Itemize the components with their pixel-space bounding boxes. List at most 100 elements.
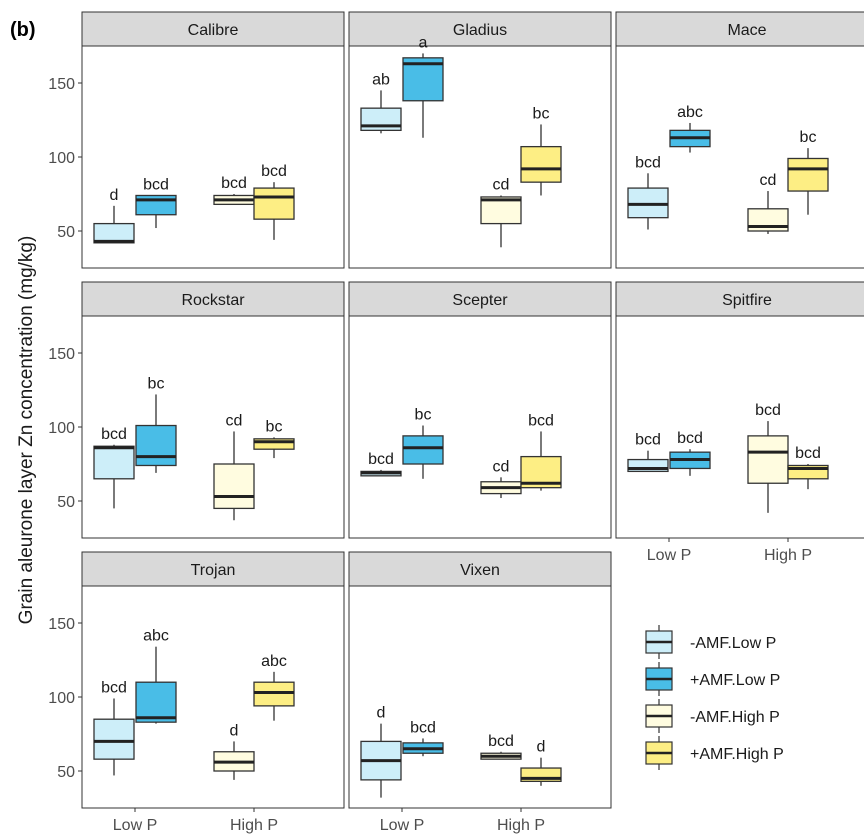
panel-plot-area-scepter — [348, 315, 612, 539]
panel-plot-area-mace — [615, 45, 864, 269]
panel-plot-area-spitfire — [615, 315, 864, 539]
box-scepter-amf-low-p: bc — [402, 407, 444, 479]
box-iqr — [520, 145, 562, 183]
box-iqr — [213, 463, 255, 510]
box-scepter-amf-low-p: bcd — [360, 451, 402, 477]
box-calibre-amf-low-p: bcd — [135, 176, 177, 229]
significance-label: d — [537, 739, 546, 756]
y-tick-label: 150 — [48, 76, 75, 93]
panel-plot-area-trojan — [81, 585, 345, 809]
box-scepter-amf-high-p: cd — [480, 458, 522, 499]
panel-title-mace: Mace — [727, 22, 766, 39]
y-tick-label: 50 — [57, 494, 75, 511]
panel-strip-mace — [615, 11, 864, 47]
legend-item-amf-high-p: +AMF.High P — [645, 736, 784, 770]
box-iqr — [135, 424, 177, 467]
panel-strip-trojan — [81, 551, 345, 587]
box-spitfire-amf-low-p: bcd — [669, 430, 711, 476]
panel-strip-gladius — [348, 11, 612, 47]
box-gladius-amf-high-p: cd — [480, 176, 522, 248]
box-calibre-amf-low-p: d — [93, 187, 135, 244]
box-vixen-amf-high-p: d — [520, 739, 562, 786]
significance-label: cd — [226, 412, 243, 429]
legend-label: +AMF.Low P — [690, 672, 780, 689]
box-vixen-amf-low-p: d — [360, 705, 402, 798]
legend-item-amf-low-p: -AMF.Low P — [645, 625, 776, 659]
significance-label: bc — [148, 375, 165, 392]
box-mace-amf-low-p: bcd — [627, 154, 669, 230]
box-spitfire-amf-low-p: bcd — [627, 432, 669, 473]
legend-label: +AMF.High P — [690, 746, 784, 763]
significance-label: bcd — [635, 154, 661, 171]
box-spitfire-amf-high-p: bcd — [747, 402, 789, 513]
box-iqr — [787, 157, 829, 192]
panel-trojan: Trojan 50 100 150 Low P High P bcd abc d abc — [48, 551, 345, 834]
significance-label: bcd — [410, 719, 436, 736]
significance-label: bcd — [635, 432, 661, 449]
significance-label: bcd — [795, 445, 821, 462]
x-tick-label: Low P — [380, 817, 424, 834]
significance-label: bc — [533, 105, 550, 122]
y-tick-label: 150 — [48, 346, 75, 363]
panel-title-gladius: Gladius — [453, 22, 507, 39]
box-rockstar-amf-high-p: cd — [213, 412, 255, 521]
legend: -AMF.Low P +AMF.Low P -AMF.High P +AMF.High… — [645, 625, 784, 770]
panel-strip-rockstar — [81, 281, 345, 317]
significance-label: bcd — [368, 451, 394, 468]
box-gladius-amf-low-p: a — [402, 34, 444, 138]
significance-label: bcd — [143, 176, 169, 193]
box-iqr — [93, 445, 135, 480]
box-gladius-amf-high-p: bc — [520, 105, 562, 196]
significance-label: bcd — [488, 733, 514, 750]
significance-label: bcd — [221, 175, 247, 192]
significance-label: a — [419, 34, 428, 51]
box-gladius-amf-low-p: ab — [360, 71, 402, 134]
x-tick-label: High P — [230, 817, 278, 834]
significance-label: bcd — [677, 430, 703, 447]
significance-label: abc — [677, 104, 703, 121]
box-iqr — [93, 718, 135, 760]
x-tick-label: High P — [764, 547, 812, 564]
box-iqr — [747, 435, 789, 484]
box-iqr — [627, 458, 669, 473]
box-iqr — [253, 187, 295, 220]
box-calibre-amf-high-p: bcd — [253, 163, 295, 240]
panel-strip-spitfire — [615, 281, 864, 317]
panel-title-scepter: Scepter — [452, 292, 508, 309]
box-trojan-amf-high-p: abc — [253, 653, 295, 721]
box-mace-amf-high-p: cd — [747, 172, 789, 234]
legend-item-amf-low-p: +AMF.Low P — [645, 662, 780, 696]
legend-item-amf-high-p: -AMF.High P — [645, 699, 780, 733]
y-tick-label: 100 — [48, 690, 75, 707]
box-iqr — [402, 435, 444, 465]
panel-strip-scepter — [348, 281, 612, 317]
y-tick-label: 50 — [57, 224, 75, 241]
y-tick-label: 150 — [48, 616, 75, 633]
significance-label: bcd — [528, 412, 554, 429]
significance-label: d — [377, 705, 386, 722]
box-trojan-amf-low-p: abc — [135, 628, 177, 724]
significance-label: bcd — [101, 679, 127, 696]
x-tick-label: Low P — [113, 817, 157, 834]
panel-plot-area-rockstar — [81, 315, 345, 539]
panel-title-trojan: Trojan — [191, 562, 236, 579]
x-tick-label: High P — [497, 817, 545, 834]
figure-panel-tag: (b) — [10, 19, 36, 41]
significance-label: cd — [493, 176, 510, 193]
box-iqr — [135, 681, 177, 723]
significance-label: cd — [760, 172, 777, 189]
box-iqr — [253, 438, 295, 450]
significance-label: bc — [415, 407, 432, 424]
box-mace-amf-low-p: abc — [669, 104, 711, 153]
box-rockstar-amf-low-p: bc — [135, 375, 177, 473]
legend-label: -AMF.Low P — [690, 635, 776, 652]
panel-scepter: Scepter bcd bc cd bcd — [348, 281, 612, 539]
panel-title-vixen: Vixen — [460, 562, 500, 579]
y-tick-label: 100 — [48, 420, 75, 437]
panel-vixen: Vixen Low P High P d bcd bcd d — [348, 551, 612, 834]
significance-label: bc — [266, 418, 283, 435]
